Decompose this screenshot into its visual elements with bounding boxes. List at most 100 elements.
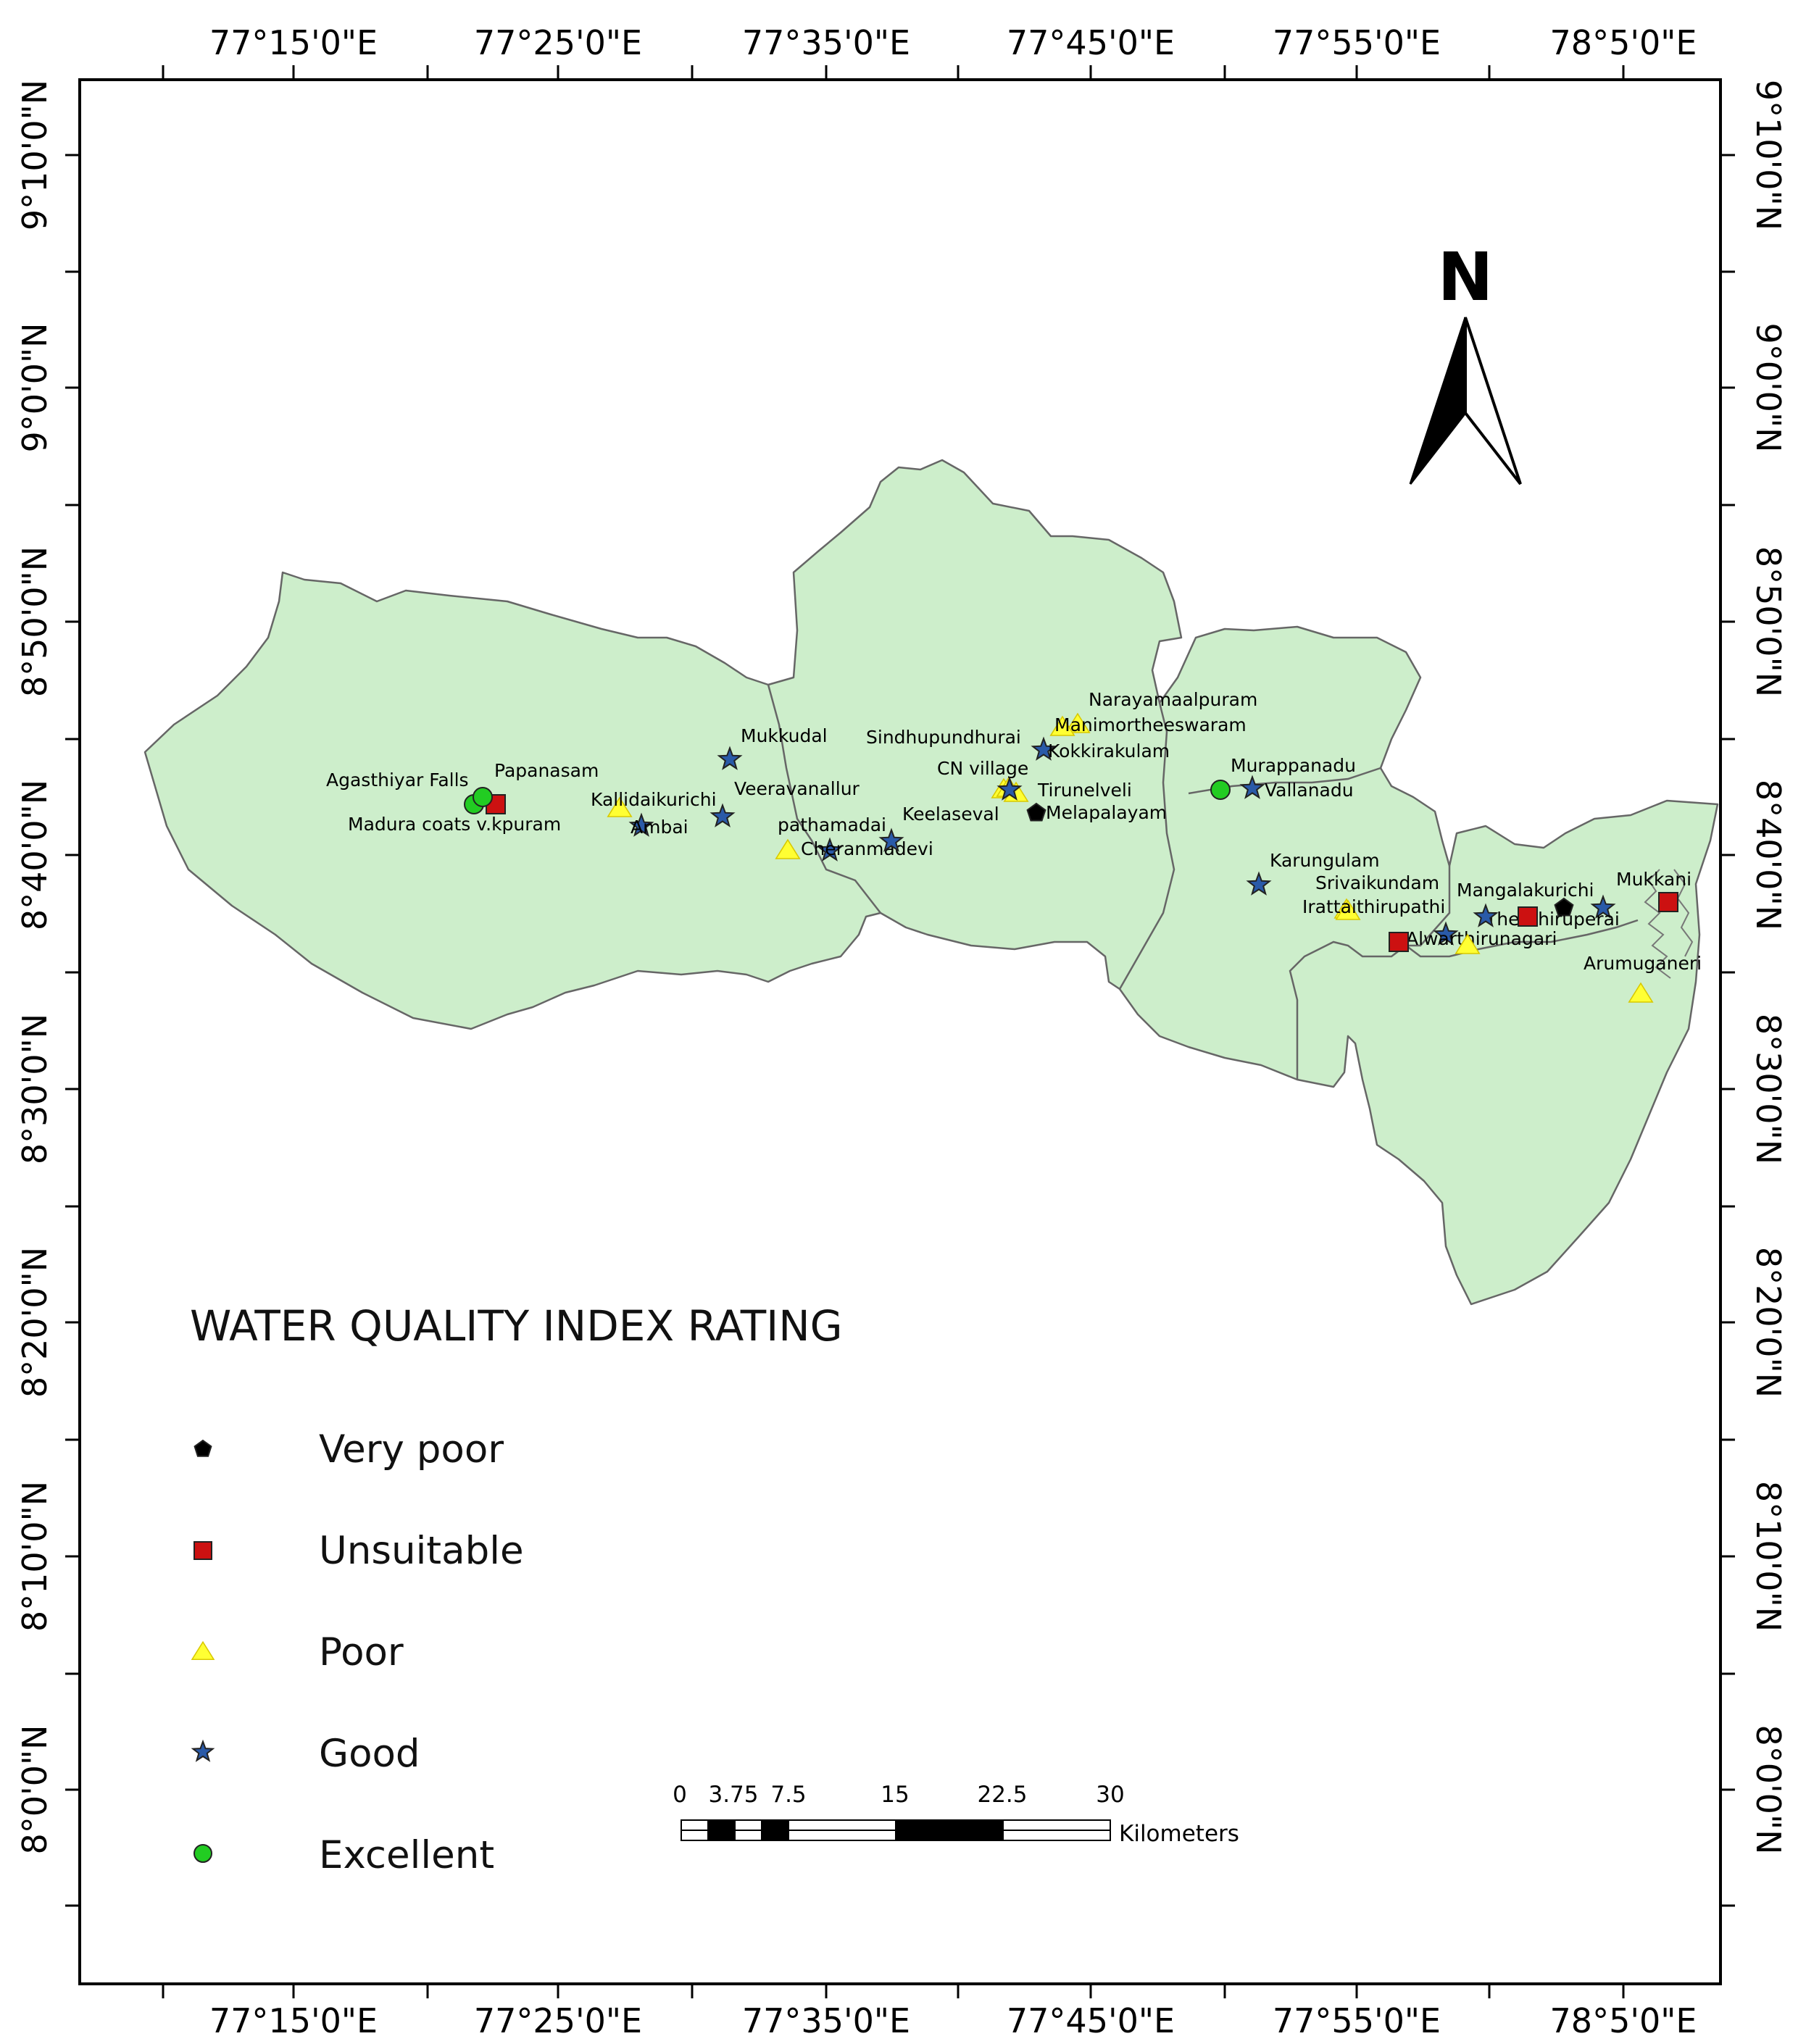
district-boundaries xyxy=(143,459,1719,1306)
sampling-site: Ambai xyxy=(628,812,688,838)
scale-label: 0 xyxy=(673,1782,687,1808)
site-label: Papanasam xyxy=(494,760,599,781)
top-lon-label: 77°55'0"E xyxy=(1273,23,1441,62)
site-label: Murappanadu xyxy=(1231,755,1356,776)
right-lat-label: 8°40'0"N xyxy=(1749,780,1788,930)
unsuitable-marker-icon xyxy=(1389,932,1409,952)
excellent-marker-icon xyxy=(194,1844,212,1863)
left-lat-label: 8°10'0"N xyxy=(15,1481,54,1632)
left-lat-label: 8°50'0"N xyxy=(15,546,54,697)
site-label: Arumuganeri xyxy=(1584,953,1702,974)
unsuitable-marker-icon xyxy=(194,1541,212,1560)
good-marker-icon xyxy=(1239,775,1265,799)
good-marker-icon xyxy=(996,776,1023,801)
bottom-lon-label: 77°15'0"E xyxy=(209,2001,378,2040)
legend-item-excellent: Excellent xyxy=(194,1833,494,1877)
site-label: Cheranmadevi xyxy=(801,838,933,859)
good-marker-icon xyxy=(1433,921,1459,946)
legend-label: Poor xyxy=(319,1630,404,1674)
sampling-site-marker xyxy=(1389,932,1409,952)
scale-bar-segments xyxy=(681,1819,1111,1841)
sampling-site: Papanasam xyxy=(486,760,599,814)
site-label: Thenthiruperai xyxy=(1485,909,1620,930)
legend-unsuitable-icon xyxy=(194,1541,212,1560)
top-lon-label: 77°45'0"E xyxy=(1007,23,1175,62)
very-poor-marker-icon xyxy=(194,1439,212,1457)
good-marker-icon xyxy=(717,746,743,770)
right-lat-label: 8°30'0"N xyxy=(1749,1014,1788,1164)
very-poor-marker-icon xyxy=(1554,897,1574,917)
sampling-sites: Agasthiyar Falls Papanasam Madura coats v.… xyxy=(326,689,1702,1003)
site-label: Ambai xyxy=(631,817,688,838)
excellent-marker-icon xyxy=(1210,780,1231,800)
sampling-site-marker xyxy=(1518,906,1538,927)
legend-label: Excellent xyxy=(319,1833,494,1877)
site-label: Srivaikundam xyxy=(1315,872,1439,893)
internal-boundary xyxy=(1405,919,1639,958)
scale-label: 30 xyxy=(1096,1782,1124,1808)
bottom-lon-label: 77°55'0"E xyxy=(1273,2001,1441,2040)
left-latitude-labels: 9°10'0"N 9°0'0"N 8°50'0"N 8°40'0"N 8°30'… xyxy=(15,80,54,1855)
sampling-site: Karungulam xyxy=(1246,850,1380,896)
north-label: N xyxy=(1438,238,1494,316)
sampling-site: Agasthiyar Falls xyxy=(326,769,484,814)
legend-excellent-icon xyxy=(194,1844,212,1863)
site-label: Kallidaikurichi xyxy=(591,789,717,810)
site-label: Mukkudal xyxy=(741,725,828,746)
site-label: Kokkirakulam xyxy=(1048,741,1170,762)
sampling-site-marker xyxy=(1455,933,1481,954)
left-lat-label: 9°0'0"N xyxy=(15,322,54,452)
scale-label: 7.5 xyxy=(770,1782,806,1808)
sampling-site: Arumuganeri xyxy=(1584,953,1702,1003)
site-label: Vallanadu xyxy=(1265,780,1354,801)
sampling-site: Murappanadu xyxy=(1210,755,1356,800)
unsuitable-marker-icon xyxy=(1518,906,1538,927)
site-label: Mukkani xyxy=(1616,869,1691,890)
very-poor-marker-icon xyxy=(1026,802,1046,822)
left-lat-label: 8°40'0"N xyxy=(15,780,54,930)
right-lat-label: 8°0'0"N xyxy=(1749,1724,1788,1854)
site-label: Manimortheeswaram xyxy=(1054,714,1247,735)
left-lat-label: 8°20'0"N xyxy=(15,1247,54,1398)
legend-label: Very poor xyxy=(319,1427,504,1472)
scale-bar: 0 3.75 7.5 15 22.5 30 Kilometers xyxy=(673,1782,1239,1847)
unsuitable-marker-icon xyxy=(1658,892,1678,912)
right-lat-label: 8°50'0"N xyxy=(1749,546,1788,697)
poor-marker-icon xyxy=(607,796,633,817)
right-lat-label: 9°10'0"N xyxy=(1749,80,1788,230)
bottom-lon-label: 77°25'0"E xyxy=(474,2001,642,2040)
poor-marker-icon xyxy=(1455,933,1481,954)
good-marker-icon xyxy=(191,1739,215,1762)
sampling-site: Manimortheeswaram xyxy=(1049,714,1247,736)
legend-item-good: Good xyxy=(191,1732,420,1776)
good-marker-icon xyxy=(628,812,654,837)
top-lon-label: 78°5'0"E xyxy=(1550,23,1697,62)
left-lat-label: 8°0'0"N xyxy=(15,1724,54,1854)
sampling-site: Veeravanallur xyxy=(710,778,860,827)
sampling-site: Narayamaalpuram xyxy=(1065,689,1257,733)
top-lon-label: 77°25'0"E xyxy=(474,23,642,62)
site-label: CN village xyxy=(937,758,1028,779)
left-lat-label: 8°30'0"N xyxy=(15,1014,54,1164)
coastal-detail xyxy=(1644,869,1671,979)
north-arrow-icon: N xyxy=(1409,238,1522,485)
bottom-lon-label: 77°45'0"E xyxy=(1007,2001,1175,2040)
sampling-site: Madura coats v.kpuram xyxy=(348,787,561,835)
coastal-detail xyxy=(1673,869,1694,957)
sampling-site: Thenthiruperai xyxy=(1485,894,1620,930)
legend-item-unsuitable: Unsuitable xyxy=(194,1529,524,1573)
site-label: Agasthiyar Falls xyxy=(326,769,469,791)
poor-marker-icon xyxy=(191,1640,215,1660)
top-lon-label: 77°15'0"E xyxy=(209,23,378,62)
internal-boundary xyxy=(767,684,881,914)
legend-good-icon xyxy=(191,1739,215,1762)
right-lat-label: 8°10'0"N xyxy=(1749,1481,1788,1632)
good-marker-icon xyxy=(1031,736,1057,761)
site-label: Karungulam xyxy=(1270,850,1380,871)
site-label: Alwarthirunagari xyxy=(1406,928,1557,949)
sampling-site: Cheranmadevi xyxy=(801,837,933,862)
legend-title: WATER QUALITY INDEX RATING xyxy=(190,1301,843,1351)
site-label: Sindhupundhurai xyxy=(866,727,1021,748)
internal-boundary xyxy=(1118,702,1175,990)
scale-label: 3.75 xyxy=(708,1782,758,1808)
